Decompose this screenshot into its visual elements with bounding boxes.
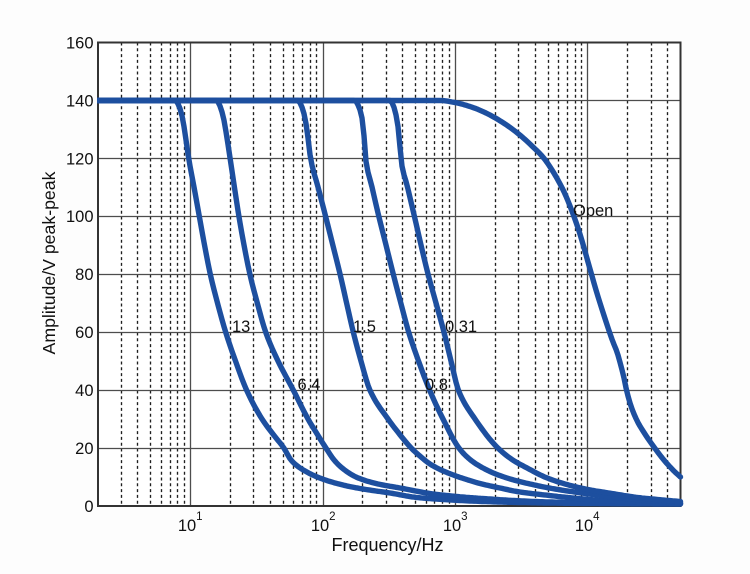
svg-text:140: 140 bbox=[66, 92, 94, 110]
svg-text:6.4: 6.4 bbox=[298, 376, 321, 394]
svg-text:Open: Open bbox=[573, 202, 613, 220]
svg-text:10: 10 bbox=[178, 517, 196, 535]
svg-text:Frequency/Hz: Frequency/Hz bbox=[331, 535, 443, 555]
svg-text:160: 160 bbox=[66, 34, 94, 52]
svg-text:1: 1 bbox=[196, 511, 202, 523]
svg-text:13: 13 bbox=[232, 318, 250, 336]
svg-text:4: 4 bbox=[593, 511, 600, 523]
svg-text:1.5: 1.5 bbox=[353, 318, 376, 336]
svg-text:10: 10 bbox=[575, 517, 593, 535]
svg-text:3: 3 bbox=[461, 511, 467, 523]
svg-text:80: 80 bbox=[75, 266, 93, 284]
svg-text:10: 10 bbox=[443, 517, 461, 535]
svg-text:0: 0 bbox=[84, 498, 93, 516]
svg-text:100: 100 bbox=[66, 208, 94, 226]
svg-text:Amplitude/V peak-peak: Amplitude/V peak-peak bbox=[39, 171, 59, 354]
svg-text:120: 120 bbox=[66, 150, 94, 168]
svg-text:20: 20 bbox=[75, 440, 93, 458]
svg-text:0.8: 0.8 bbox=[425, 376, 448, 394]
svg-text:40: 40 bbox=[75, 382, 93, 400]
svg-text:60: 60 bbox=[75, 324, 93, 342]
svg-text:2: 2 bbox=[329, 511, 335, 523]
svg-text:0.31: 0.31 bbox=[445, 318, 477, 336]
svg-text:10: 10 bbox=[311, 517, 329, 535]
